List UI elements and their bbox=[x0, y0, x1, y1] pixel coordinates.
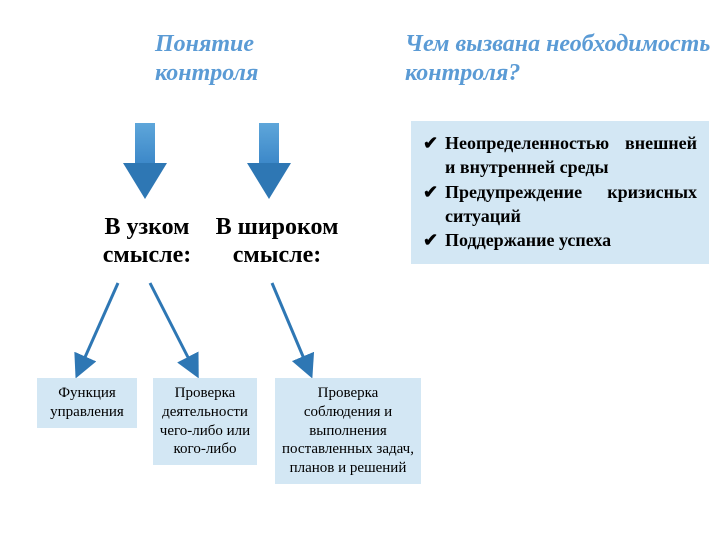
box-narrow-a: Функция управления bbox=[37, 378, 137, 428]
slide-stage: Понятие контроля Чем вызвана необходимос… bbox=[0, 0, 720, 540]
arrow-down-narrow bbox=[123, 123, 167, 201]
title-left: Понятие контроля bbox=[155, 30, 355, 88]
title-right: Чем вызвана необходимость контроля? bbox=[405, 30, 715, 88]
box-narrow-b: Проверка деятельности чего-либо или кого… bbox=[153, 378, 257, 465]
box-broad: Проверка соблюдения и выполнения поставл… bbox=[275, 378, 421, 484]
bullet-item: Неопределенностью внешней и внутренней с… bbox=[423, 131, 697, 180]
bullets-list: Неопределенностью внешней и внутренней с… bbox=[423, 131, 697, 252]
bullet-item: Поддержание успеха bbox=[423, 228, 697, 252]
bullet-item: Предупреждение кризисных ситуаций bbox=[423, 180, 697, 229]
label-broad: В широком смысле: bbox=[197, 214, 357, 269]
arrow-down-broad bbox=[247, 123, 291, 201]
bullets-box: Неопределенностью внешней и внутренней с… bbox=[411, 121, 709, 264]
